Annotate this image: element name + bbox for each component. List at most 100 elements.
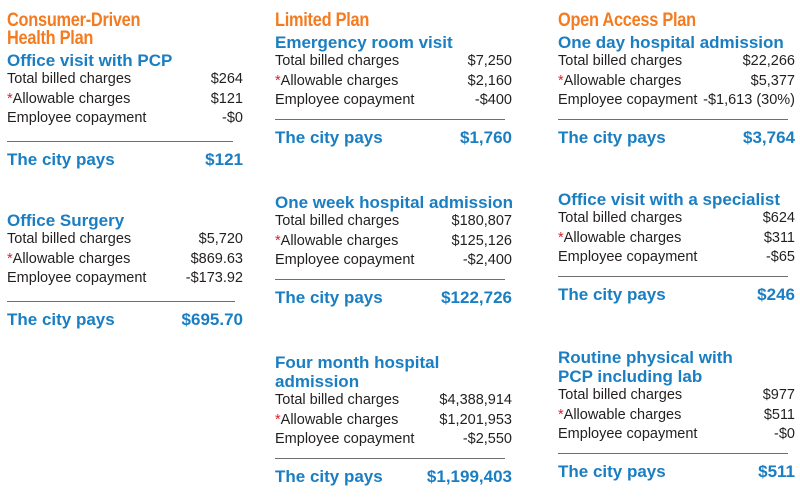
allowable-row: *Allowable charges $121 [7, 90, 243, 110]
allowable-row: *Allowable charges $5,377 [558, 72, 795, 92]
section-heading-line: admission [275, 372, 360, 391]
billed-label: Total billed charges [275, 392, 400, 408]
city-pays-value: $3,764 [743, 127, 795, 147]
section-heading: Office visit with PCP [7, 51, 173, 70]
section-heading-line: Four month hospital [275, 353, 440, 372]
billed-value: $5,720 [198, 231, 243, 247]
copay-row: Employee copayment -$1,613 (30%) [558, 91, 795, 111]
copay-value: -$65 [765, 249, 795, 265]
section-emergency-room: Emergency room visit Total billed charge… [275, 33, 512, 148]
section-heading: One week hospital admission [275, 193, 514, 212]
city-pays-label: The city pays [558, 284, 666, 304]
allowable-row: *Allowable charges $125,126 [275, 232, 512, 252]
city-pays-label: The city pays [275, 287, 383, 307]
billed-value: $264 [210, 71, 243, 87]
section-heading: One day hospital admission [558, 33, 784, 52]
divider [7, 140, 233, 142]
allowable-label: *Allowable charges [558, 406, 682, 423]
section-office-visit-specialist: Office visit with a specialist Total bil… [558, 190, 795, 305]
allowable-value: $125,126 [451, 232, 512, 249]
billed-row: Total billed charges $7,250 [275, 52, 512, 72]
city-pays-value: $1,760 [460, 127, 512, 147]
allowable-label: *Allowable charges [7, 250, 131, 267]
section-office-surgery: Office Surgery Total billed charges $5,7… [7, 211, 243, 330]
allowable-value: $121 [210, 90, 243, 107]
city-pays-label: The city pays [558, 127, 666, 147]
allowable-label: *Allowable charges [7, 90, 131, 107]
city-pays-value: $1,199,403 [426, 466, 512, 486]
section-heading: Emergency room visit [275, 33, 453, 52]
copay-label: Employee copayment [275, 92, 415, 108]
city-pays-row: The city pays $122,726 [275, 288, 512, 308]
allowable-label: *Allowable charges [275, 72, 399, 89]
copay-label: Employee copayment [558, 249, 698, 265]
billed-label: Total billed charges [7, 71, 132, 87]
billed-value: $4,388,914 [439, 392, 512, 408]
city-pays-row: The city pays $3,764 [558, 128, 795, 148]
copay-row: Employee copayment -$2,400 [275, 251, 512, 271]
city-pays-value: $246 [757, 284, 795, 304]
city-pays-label: The city pays [275, 466, 383, 486]
copay-label: Employee copayment [275, 252, 415, 268]
section-heading: Office Surgery [7, 211, 125, 230]
copay-row: Employee copayment -$173.92 [7, 269, 243, 289]
city-pays-value: $511 [758, 461, 795, 481]
city-pays-row: The city pays $1,199,403 [275, 467, 512, 487]
asterisk: * [558, 72, 564, 89]
billed-row: Total billed charges $624 [558, 209, 795, 229]
billed-row: Total billed charges $977 [558, 386, 795, 406]
divider [558, 275, 788, 277]
billed-label: Total billed charges [275, 213, 400, 229]
city-pays-value: $695.70 [181, 309, 243, 329]
city-pays-row: The city pays $695.70 [7, 310, 243, 330]
allowable-value: $511 [763, 406, 795, 423]
copay-label: Employee copayment [558, 92, 698, 108]
city-pays-value: $122,726 [441, 287, 512, 307]
billed-label: Total billed charges [7, 231, 132, 247]
city-pays-label: The city pays [7, 309, 115, 329]
asterisk: * [7, 90, 13, 107]
allowable-value: $1,201,953 [439, 411, 512, 428]
copay-label: Employee copayment [7, 110, 147, 126]
plan-title-line: Consumer-Driven [7, 10, 141, 31]
allowable-value: $5,377 [750, 72, 795, 89]
city-pays-label: The city pays [558, 461, 666, 481]
copay-value: -$0 [774, 426, 795, 442]
copay-row: Employee copayment -$0 [7, 109, 243, 129]
allowable-row: *Allowable charges $2,160 [275, 72, 512, 92]
copay-label: Employee copayment [558, 426, 698, 442]
section-one-week-admission: One week hospital admission Total billed… [275, 193, 514, 308]
copay-row: Employee copayment -$0 [558, 425, 795, 445]
allowable-label: *Allowable charges [275, 411, 399, 428]
billed-row: Total billed charges $264 [7, 70, 243, 90]
divider [558, 118, 788, 120]
section-heading: Office visit with a specialist [558, 190, 781, 209]
section-one-day-admission: One day hospital admission Total billed … [558, 33, 795, 148]
divider [275, 457, 505, 459]
billed-label: Total billed charges [558, 387, 683, 403]
section-four-month-admission: Four month hospital admission Total bill… [275, 353, 512, 487]
city-pays-row: The city pays $246 [558, 285, 795, 305]
allowable-row: *Allowable charges $311 [558, 229, 795, 249]
asterisk: * [7, 250, 13, 267]
copay-value: -$0 [222, 110, 243, 126]
section-heading-line: PCP including lab [558, 367, 703, 386]
city-pays-value: $121 [205, 149, 243, 169]
divider [275, 278, 505, 280]
copay-row: Employee copayment -$65 [558, 248, 795, 268]
asterisk: * [275, 411, 281, 428]
divider [558, 452, 788, 454]
copay-label: Employee copayment [7, 270, 147, 286]
allowable-row: *Allowable charges $1,201,953 [275, 411, 512, 431]
city-pays-label: The city pays [7, 149, 115, 169]
billed-label: Total billed charges [558, 210, 683, 226]
copay-value: -$2,550 [462, 431, 512, 447]
section-heading-line: Routine physical with [558, 348, 733, 367]
billed-value: $977 [762, 387, 795, 403]
plan-title-line: Health Plan [7, 28, 94, 49]
allowable-label: *Allowable charges [558, 229, 682, 246]
allowable-value: $311 [763, 229, 795, 246]
plan-title-cdhp: Consumer-Driven Health Plan [7, 10, 141, 49]
billed-value: $7,250 [467, 53, 512, 69]
billed-row: Total billed charges $180,807 [275, 212, 512, 232]
